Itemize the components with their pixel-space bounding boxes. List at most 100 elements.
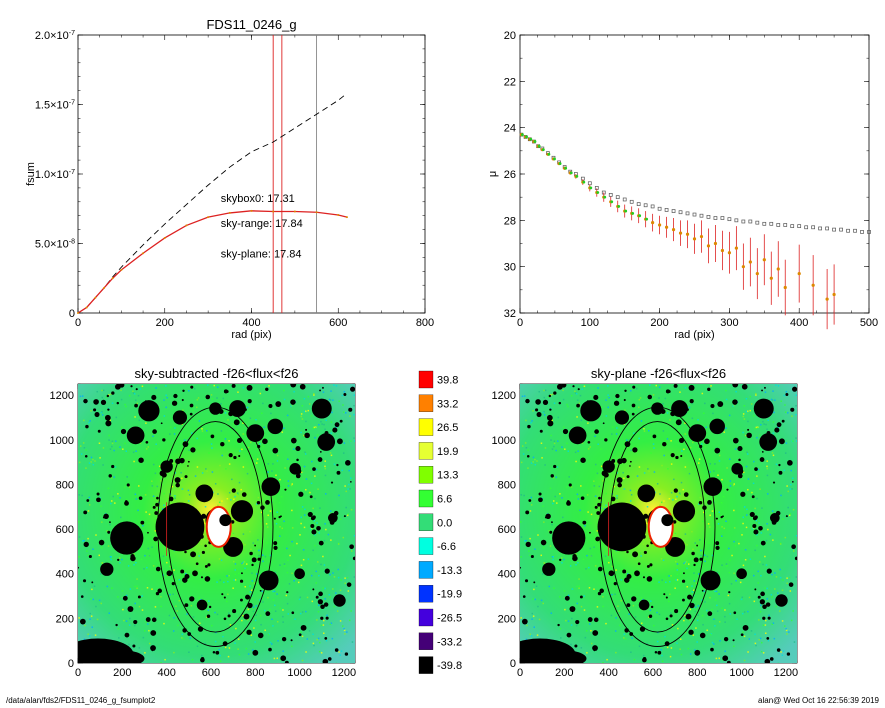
img2-noise (587, 448, 590, 450)
img2-noise (790, 483, 792, 486)
fsum-xtick-label: 400 (242, 317, 260, 329)
img2-noise (721, 478, 723, 481)
mu-point-open (783, 223, 788, 227)
img1-noise (96, 618, 99, 621)
img1-noise (219, 579, 221, 581)
img1-noise (101, 396, 104, 399)
img2-noise (612, 426, 614, 429)
img2-noise (793, 550, 795, 552)
img2-mask (651, 402, 664, 415)
img2-noise (728, 571, 731, 574)
colorbar-swatch (418, 442, 434, 460)
img2-noise (758, 522, 760, 524)
img2-noise (777, 426, 779, 428)
img2-noise (551, 556, 554, 558)
img1-star (350, 481, 352, 483)
img1-noise (157, 500, 160, 502)
img1-star (150, 630, 157, 636)
img2-noise (675, 579, 677, 581)
mu-point-open (832, 227, 836, 232)
img2-star (539, 429, 543, 433)
img1-noise (160, 662, 162, 663)
img1-noise (232, 533, 234, 536)
img2-noise (658, 581, 660, 583)
img1-noise (143, 630, 146, 632)
img1-star (145, 440, 149, 444)
img2-noise (738, 542, 740, 545)
img2-star (673, 384, 678, 388)
img2-star (624, 577, 630, 583)
img1-noise (318, 574, 320, 577)
img2-star (707, 387, 711, 392)
img1-noise (216, 397, 218, 399)
img2-noise (766, 465, 768, 468)
img2-noise (763, 423, 765, 425)
img1-noise (353, 413, 355, 416)
img1-star (230, 520, 235, 524)
img1-noise (191, 432, 193, 434)
img1-noise (120, 398, 123, 401)
img2-noise (716, 604, 718, 607)
img1-star (132, 644, 136, 648)
img1-star (231, 384, 236, 388)
img1-noise (304, 514, 306, 516)
img2-star (693, 563, 696, 567)
img2-noise (745, 397, 748, 400)
img1-noise (208, 600, 210, 602)
img1-noise (252, 610, 255, 613)
img2-noise (656, 640, 659, 643)
img2-noise (639, 397, 642, 399)
img1-noise (232, 423, 235, 425)
img2-mask (769, 513, 780, 523)
mu-xtick-label: 0 (517, 317, 523, 329)
img2-star (525, 541, 531, 548)
fsum-point (111, 277, 114, 280)
img1-noise (226, 600, 228, 603)
img1-star (189, 596, 195, 602)
img1-noise (234, 573, 237, 576)
img1-star (124, 500, 128, 503)
img2-star (715, 517, 718, 520)
img1-noise (109, 556, 112, 558)
img1-star (246, 629, 252, 635)
img1-star (262, 438, 268, 445)
img1-noise (303, 410, 306, 413)
img2-noise (733, 483, 736, 485)
img1-noise (88, 462, 91, 464)
img1-noise (107, 407, 110, 410)
mu-point (713, 241, 718, 246)
img1-noise (275, 474, 277, 476)
img1-noise (261, 554, 264, 556)
img1-noise (134, 416, 136, 418)
img1-noise (211, 471, 214, 473)
img2-star (580, 496, 585, 501)
img1-noise (287, 458, 289, 460)
img1-noise (325, 419, 327, 422)
img1-noise (315, 582, 318, 584)
img2-mask (602, 460, 615, 473)
img1-noise (330, 432, 333, 434)
img2-noise (541, 457, 543, 459)
img2-star (685, 613, 692, 620)
img2-noise (614, 593, 616, 596)
img1-noise (89, 612, 92, 615)
img2-star (646, 576, 653, 582)
img1-star (318, 540, 324, 546)
img1-noise (99, 457, 101, 459)
img1-noise (272, 599, 275, 601)
img1-noise (95, 605, 97, 608)
img2-noise (582, 558, 585, 560)
img2-star (632, 551, 639, 558)
img1-noise (90, 598, 92, 600)
img2-noise (574, 390, 576, 393)
img1-noise (349, 477, 352, 479)
img1-noise (310, 460, 313, 463)
img1-star (323, 602, 329, 607)
img1-noise (79, 395, 82, 398)
img2-noise (580, 605, 583, 608)
img1-star (134, 403, 138, 408)
img2-noise (766, 587, 768, 590)
img2-noise (684, 605, 686, 608)
img1-star (231, 488, 236, 493)
img1-noise (247, 653, 250, 655)
